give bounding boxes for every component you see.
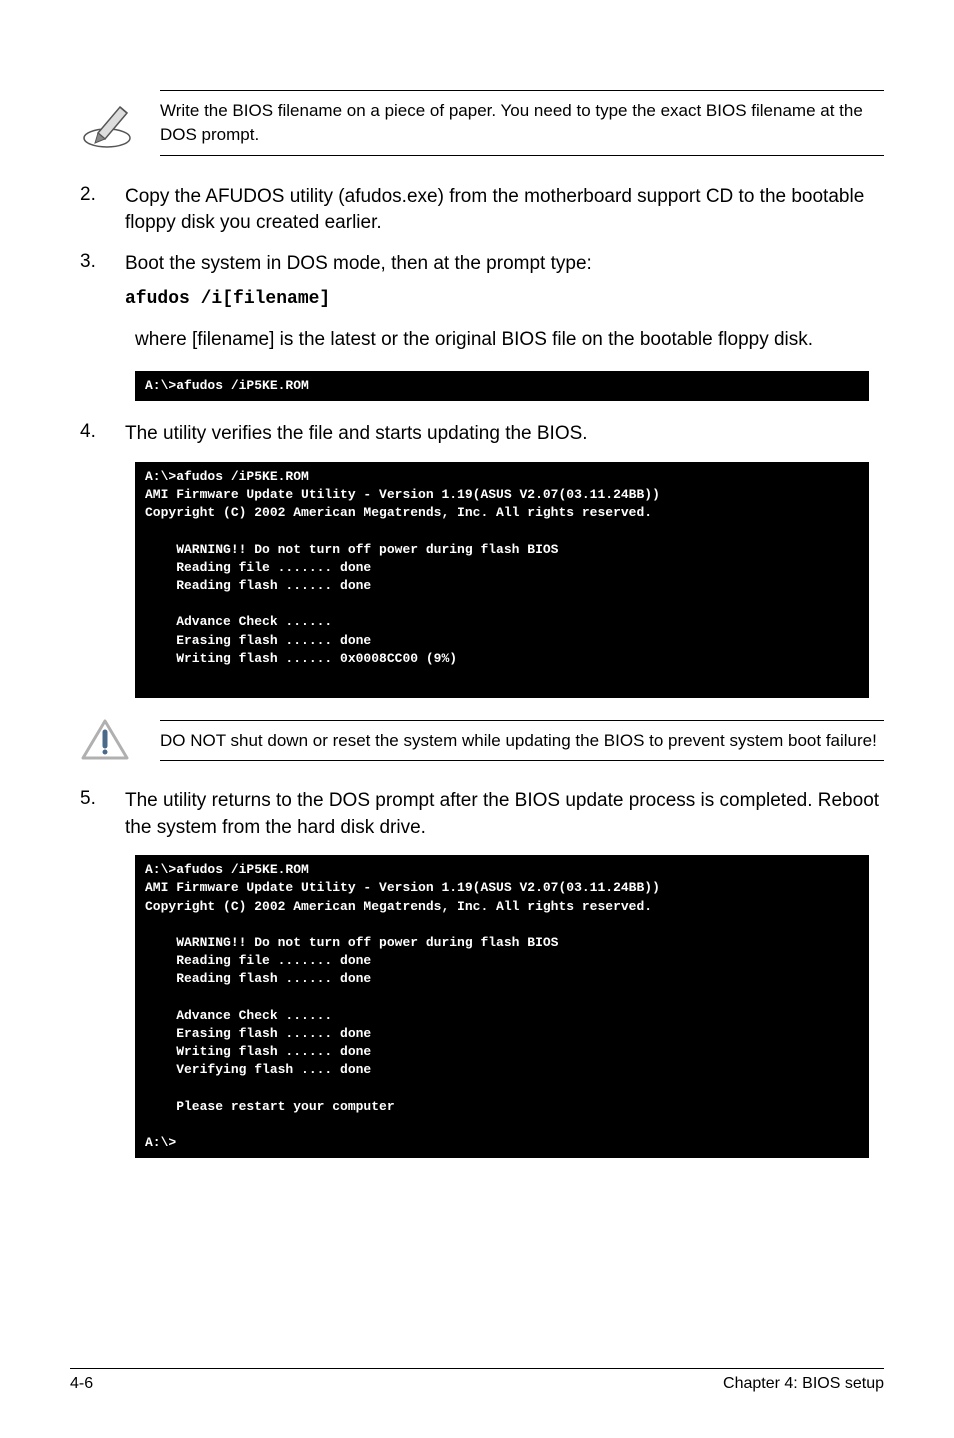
step-3: 3. Boot the system in DOS mode, then at … — [70, 251, 884, 313]
note-text: Write the BIOS filename on a piece of pa… — [160, 99, 884, 147]
warning-box: DO NOT shut down or reset the system whi… — [70, 718, 884, 763]
warning-icon — [80, 718, 130, 763]
step-3-text: Boot the system in DOS mode, then at the… — [125, 253, 592, 274]
step-number: 2. — [70, 184, 125, 237]
warning-text: DO NOT shut down or reset the system whi… — [160, 729, 884, 753]
code-command: afudos /i[filename] — [125, 287, 884, 312]
where-paragraph: where [filename] is the latest or the or… — [135, 327, 884, 354]
step-text: The utility verifies the file and starts… — [125, 421, 884, 448]
page-footer: 4-6 Chapter 4: BIOS setup — [70, 1368, 884, 1393]
step-number: 3. — [70, 251, 125, 313]
pencil-icon — [80, 95, 135, 150]
terminal-output-1: A:\>afudos /iP5KE.ROM — [135, 371, 869, 401]
note-box: Write the BIOS filename on a piece of pa… — [70, 90, 884, 156]
step-text: The utility returns to the DOS prompt af… — [125, 788, 884, 841]
step-text: Copy the AFUDOS utility (afudos.exe) fro… — [125, 184, 884, 237]
step-number: 4. — [70, 421, 125, 448]
note-text-wrapper: Write the BIOS filename on a piece of pa… — [160, 90, 884, 156]
step-2: 2. Copy the AFUDOS utility (afudos.exe) … — [70, 184, 884, 237]
terminal-output-2: A:\>afudos /iP5KE.ROM AMI Firmware Updat… — [135, 462, 869, 698]
step-number: 5. — [70, 788, 125, 841]
step-4: 4. The utility verifies the file and sta… — [70, 421, 884, 448]
step-5: 5. The utility returns to the DOS prompt… — [70, 788, 884, 841]
terminal-output-3: A:\>afudos /iP5KE.ROM AMI Firmware Updat… — [135, 855, 869, 1158]
page-number: 4-6 — [70, 1375, 93, 1393]
step-text: Boot the system in DOS mode, then at the… — [125, 251, 884, 313]
chapter-title: Chapter 4: BIOS setup — [723, 1375, 884, 1393]
warning-text-wrapper: DO NOT shut down or reset the system whi… — [160, 720, 884, 762]
